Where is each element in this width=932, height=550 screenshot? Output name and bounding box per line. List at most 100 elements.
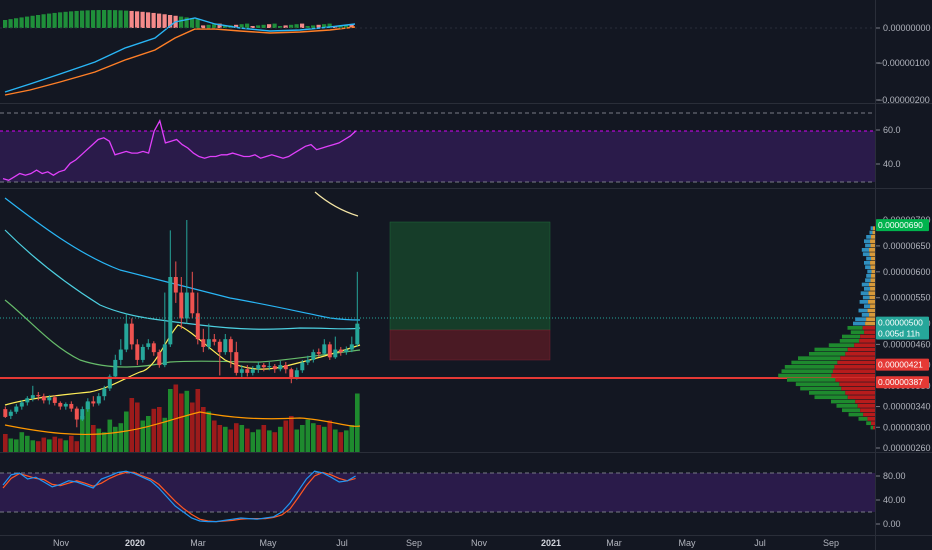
volume-profile-row xyxy=(870,304,875,309)
volume-bar xyxy=(69,435,74,452)
position-loss-zone[interactable] xyxy=(389,329,551,361)
stoch-d-line xyxy=(2,471,356,523)
volume-bar xyxy=(63,440,69,452)
volume-bar xyxy=(245,428,250,452)
volume-bar xyxy=(91,425,96,452)
macd-signal-line xyxy=(4,26,356,96)
macd-hist-bar xyxy=(294,24,299,28)
volume-bar xyxy=(118,423,124,452)
macd-hist-bar xyxy=(91,10,96,28)
price-axis-label: 0.00000650 xyxy=(883,241,931,251)
volume-profile-row xyxy=(871,235,875,239)
volume-bar xyxy=(30,440,36,452)
candle-body xyxy=(250,369,255,373)
price-tag-label: 0.00000387 xyxy=(878,377,923,387)
macd-hist-bar xyxy=(300,23,305,28)
volume-profile-row xyxy=(873,425,875,430)
time-axis-label: Nov xyxy=(471,538,488,548)
volume-bar xyxy=(124,411,129,452)
position-profit-zone[interactable] xyxy=(389,221,551,331)
volume-profile-row xyxy=(842,408,861,413)
volume-profile-row xyxy=(828,343,855,348)
volume-bar xyxy=(36,441,41,452)
macd-hist-bar xyxy=(36,15,41,28)
volume-bar xyxy=(201,407,206,452)
volume-profile-row xyxy=(857,404,875,408)
macd-hist-bar xyxy=(184,17,189,28)
volume-profile-row xyxy=(873,226,875,231)
candle-body xyxy=(102,388,107,397)
volume-bar xyxy=(184,390,190,452)
volume-profile-row xyxy=(839,382,875,387)
price-pane[interactable]: 0.000007000.000006500.000006000.00000550… xyxy=(0,191,931,453)
volume-bar xyxy=(162,417,168,452)
price-axis-label: 0.00000460 xyxy=(883,339,931,349)
macd-hist-bar xyxy=(30,15,35,28)
volume-profile-row xyxy=(870,265,875,270)
volume-bar xyxy=(14,439,19,452)
volume-profile-row xyxy=(859,339,875,343)
time-axis-label: Nov xyxy=(53,538,70,548)
candlesticks xyxy=(3,220,360,428)
stoch-axis-label: 40.00 xyxy=(883,495,906,505)
volume-profile-row xyxy=(814,347,848,352)
price-tag-label: 0.00000500 xyxy=(878,318,923,328)
volume-profile-row xyxy=(787,378,836,382)
candle-body xyxy=(173,277,178,293)
candle-body xyxy=(338,349,343,353)
volume-bar xyxy=(107,419,113,452)
macd-line xyxy=(4,17,356,93)
volume-profile-row xyxy=(858,308,868,313)
macd-hist-bar xyxy=(80,10,85,29)
volume-bar xyxy=(74,441,80,452)
macd-hist-bar xyxy=(118,10,123,28)
volume-profile-row xyxy=(870,287,875,291)
time-axis[interactable]: Nov 2020 Mar May Jul Sep Nov 2021 Mar Ma… xyxy=(53,538,839,548)
volume-profile-row xyxy=(866,274,872,278)
macd-hist-bar xyxy=(63,11,68,28)
volume-profile-row xyxy=(837,360,875,365)
candle-body xyxy=(113,359,118,377)
macd-hist-bar xyxy=(8,19,13,28)
volume-bar xyxy=(41,437,47,452)
macd-hist-bar xyxy=(239,24,244,28)
time-axis-label: May xyxy=(678,538,696,548)
price-axis-label: 0.00000300 xyxy=(883,422,931,432)
volume-bar xyxy=(206,411,212,452)
volume-profile-row xyxy=(861,313,870,317)
volume-profile-row xyxy=(841,386,875,391)
time-axis-label: Sep xyxy=(406,538,422,548)
volume-bar xyxy=(85,402,91,452)
macd-hist-bar xyxy=(74,10,79,28)
volume-bar xyxy=(333,429,338,452)
macd-hist-bar xyxy=(245,23,250,28)
volume-profile-row xyxy=(845,391,875,395)
macd-hist-bar xyxy=(151,12,156,28)
rsi-line xyxy=(2,119,357,182)
candle-body xyxy=(140,346,145,360)
macd-hist-bar xyxy=(69,11,74,29)
stochastic-pane[interactable]: 80.00 40.00 0.00 xyxy=(0,470,906,529)
volume-profile-row xyxy=(865,278,871,283)
volume-profile-row xyxy=(860,291,869,296)
volume-profile xyxy=(778,226,875,430)
time-axis-label: Jul xyxy=(336,538,348,548)
price-tag xyxy=(876,358,929,371)
volume-profile-row xyxy=(853,321,866,326)
stoch-k-line xyxy=(2,470,356,523)
macd-hist-bar xyxy=(289,24,294,28)
volume-profile-row xyxy=(868,300,875,304)
volume-profile-row xyxy=(866,317,875,322)
candle-body xyxy=(157,352,162,366)
macd-hist-bar xyxy=(322,24,327,28)
macd-hist-bar xyxy=(223,26,228,28)
candle-body xyxy=(261,365,266,368)
volume-profile-row xyxy=(809,352,846,356)
rsi-pane[interactable]: 60.0 40.0 xyxy=(0,112,901,183)
volume-profile-row xyxy=(865,321,875,326)
time-axis-label: Mar xyxy=(606,538,622,548)
macd-pane[interactable]: 0.00000000 −0.00000100 −0.00000200 xyxy=(0,10,931,105)
